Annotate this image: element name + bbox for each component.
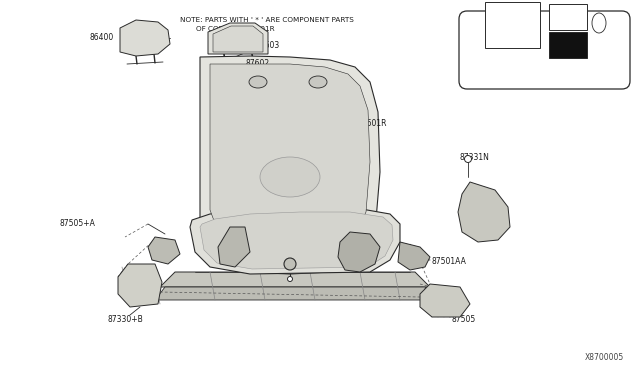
Polygon shape [458,182,510,242]
Text: 86400: 86400 [90,33,115,42]
Ellipse shape [607,65,625,81]
Text: X8700005: X8700005 [585,353,624,362]
Ellipse shape [464,19,482,35]
Polygon shape [118,264,162,307]
Polygon shape [398,242,430,270]
Polygon shape [160,272,430,287]
Polygon shape [208,23,268,54]
Circle shape [465,155,472,163]
FancyBboxPatch shape [459,11,630,89]
Bar [549,4,587,30]
Text: 87331N: 87331N [460,154,490,163]
Text: 87602: 87602 [245,60,269,68]
Polygon shape [200,212,393,269]
Polygon shape [148,237,180,264]
Polygon shape [338,232,380,272]
Polygon shape [213,26,263,52]
Ellipse shape [592,13,606,33]
Text: 87505: 87505 [452,315,476,324]
Text: 87330+B: 87330+B [108,315,144,324]
Circle shape [287,276,292,282]
Polygon shape [218,227,250,267]
Bar [549,32,587,58]
Ellipse shape [607,19,625,35]
Bar [485,2,540,48]
Text: 87603: 87603 [256,42,280,51]
Text: 87601R: 87601R [357,119,387,128]
Polygon shape [155,287,435,300]
Ellipse shape [260,157,320,197]
Circle shape [284,258,296,270]
Polygon shape [210,64,370,259]
Polygon shape [200,56,380,274]
Polygon shape [120,20,170,56]
Polygon shape [420,284,470,317]
Ellipse shape [464,65,482,81]
Text: NOTE: PARTS WITH ' * ' ARE COMPONENT PARTS: NOTE: PARTS WITH ' * ' ARE COMPONENT PAR… [180,17,354,23]
Ellipse shape [309,76,327,88]
Polygon shape [190,207,400,274]
Text: OF CODE NO. 87601R: OF CODE NO. 87601R [196,26,275,32]
Ellipse shape [249,76,267,88]
Text: 87418: 87418 [460,209,484,218]
Text: 87501AA: 87501AA [432,257,467,266]
Text: 87505+A: 87505+A [60,219,96,228]
